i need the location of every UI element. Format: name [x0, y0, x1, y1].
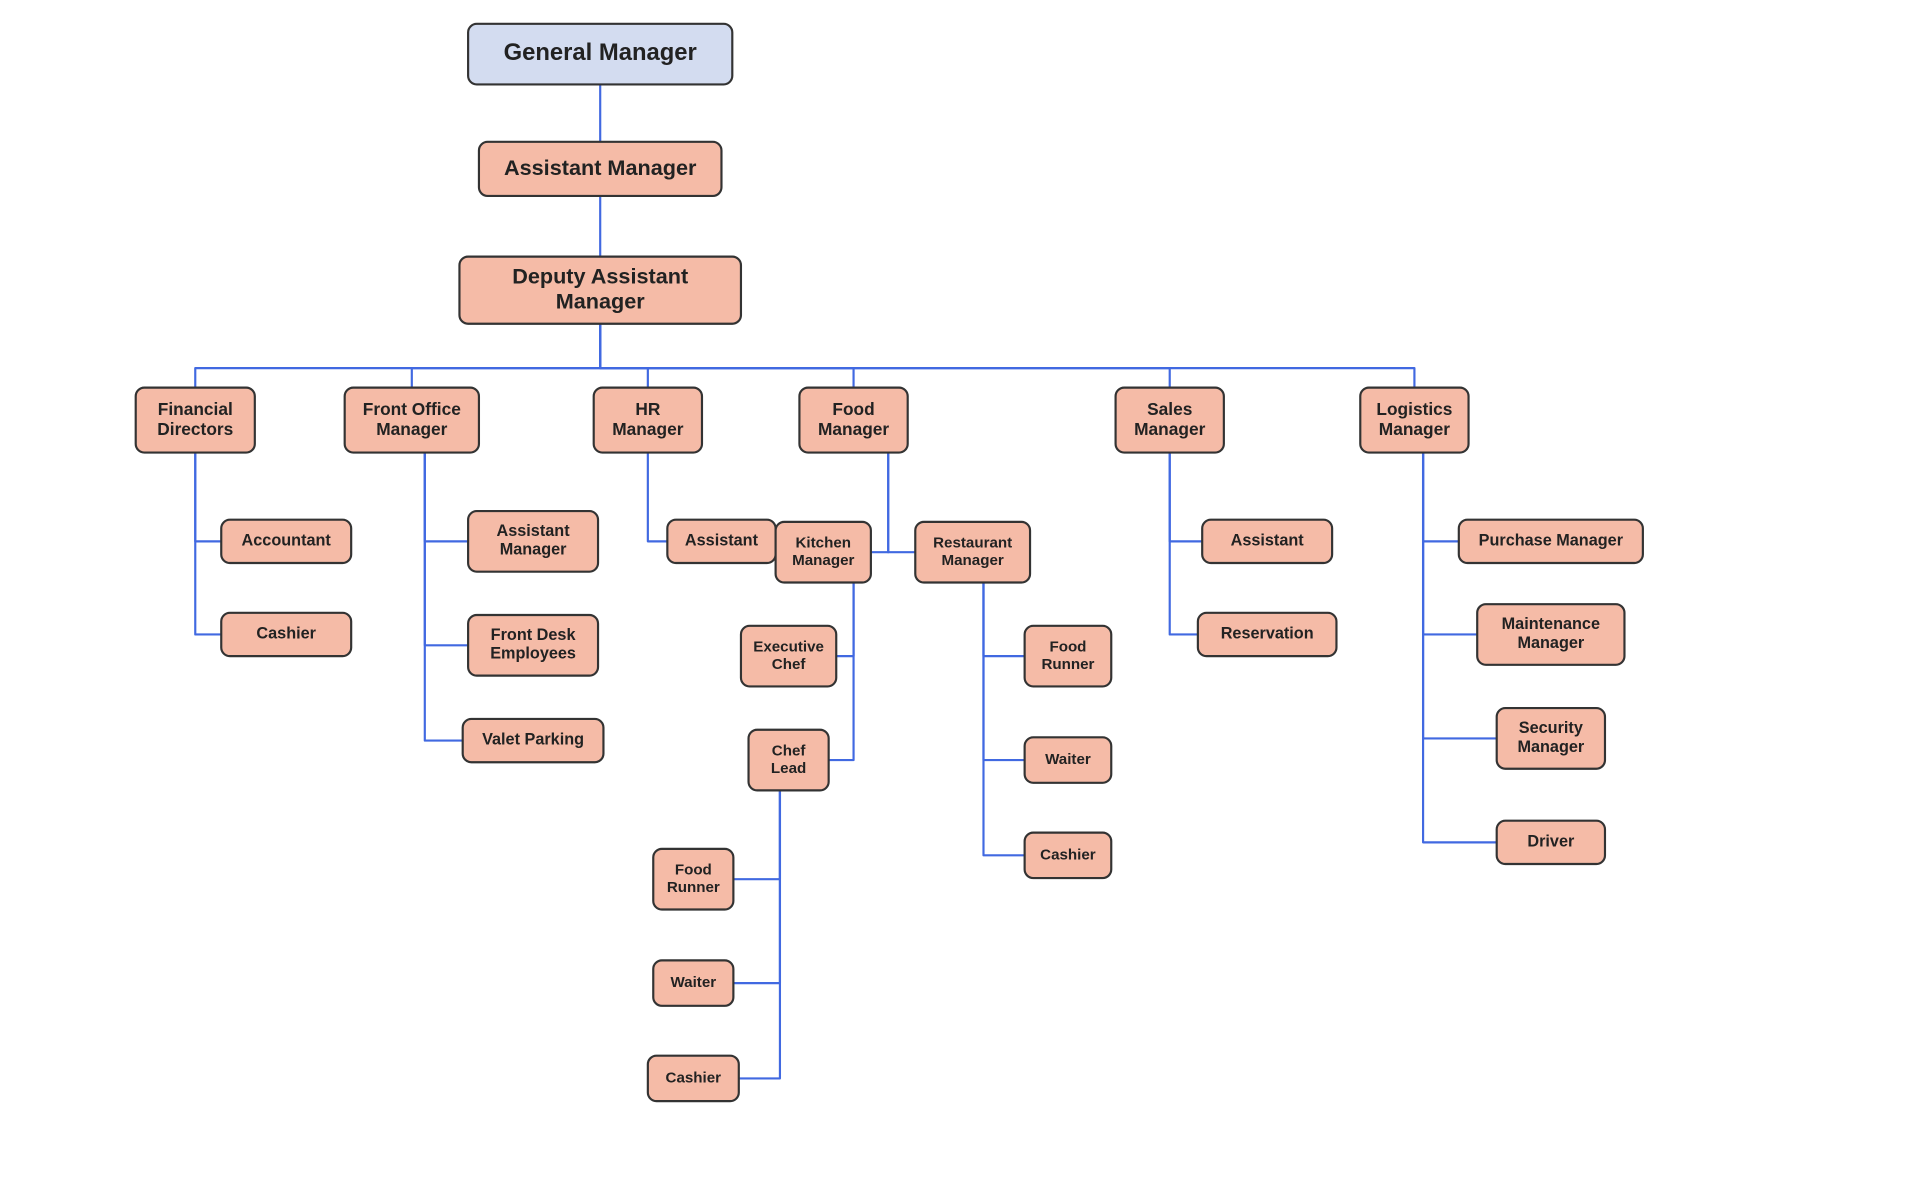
org-node-wtr2: Waiter — [1025, 737, 1112, 782]
org-edge — [648, 453, 667, 542]
org-node-secm: SecurityManager — [1497, 708, 1605, 769]
org-node-cash1: Cashier — [221, 613, 351, 656]
org-node-foodm: FoodManager — [799, 388, 907, 453]
org-node-rm: RestaurantManager — [915, 522, 1030, 583]
node-label: Assistant — [1231, 532, 1305, 550]
org-node-gm: General Manager — [468, 24, 732, 85]
org-edge — [425, 453, 468, 646]
node-label: Front DeskEmployees — [490, 626, 576, 663]
node-label: Purchase Manager — [1479, 532, 1624, 550]
node-label: KitchenManager — [792, 534, 854, 568]
org-node-pm: Purchase Manager — [1459, 520, 1643, 563]
org-edge — [600, 324, 1170, 388]
org-node-am: Assistant Manager — [479, 142, 722, 196]
org-node-dam: Deputy AssistantManager — [459, 257, 741, 324]
node-label: AssistantManager — [497, 522, 571, 559]
org-node-cash2: Cashier — [648, 1056, 739, 1101]
org-edge — [733, 790, 780, 983]
org-node-fr1: FoodRunner — [653, 849, 733, 910]
org-edge — [1170, 453, 1198, 635]
org-node-hrm: HRManager — [594, 388, 702, 453]
org-edge — [871, 453, 888, 553]
node-label: Assistant — [685, 532, 759, 550]
org-edge — [195, 324, 600, 388]
org-chart: General Manager Assistant Manager Deputy A… — [0, 0, 1928, 1191]
node-label: Front OfficeManager — [363, 399, 461, 439]
org-node-cl: ChefLead — [749, 730, 829, 791]
org-edge — [888, 453, 915, 553]
org-edge — [983, 583, 1024, 657]
node-label: FinancialDirectors — [157, 399, 233, 439]
org-edge — [425, 453, 463, 741]
org-edge — [1423, 453, 1459, 542]
node-label: RestaurantManager — [933, 534, 1012, 568]
org-node-ec: ExecutiveChef — [741, 626, 836, 687]
org-edge — [733, 790, 780, 879]
node-label: Waiter — [1045, 751, 1091, 768]
node-label: Reservation — [1221, 625, 1314, 643]
node-label: LogisticsManager — [1376, 399, 1452, 439]
node-label: Driver — [1527, 833, 1575, 851]
nodes-layer: General Manager Assistant Manager Deputy A… — [136, 24, 1643, 1101]
node-label: Accountant — [242, 532, 332, 550]
org-node-res: Reservation — [1198, 613, 1337, 656]
org-node-mm: MaintenanceManager — [1477, 604, 1624, 665]
org-node-hrass: Assistant — [667, 520, 775, 563]
org-edge — [983, 583, 1024, 856]
node-label: Valet Parking — [482, 731, 584, 749]
org-edge — [600, 324, 648, 388]
org-node-sass: Assistant — [1202, 520, 1332, 563]
node-label: Cashier — [1040, 846, 1096, 863]
org-node-fom: Front OfficeManager — [345, 388, 479, 453]
org-edge — [412, 324, 600, 388]
org-edge — [425, 453, 468, 542]
node-label: Cashier — [666, 1069, 722, 1086]
node-label: Assistant Manager — [504, 155, 697, 180]
org-node-cash3: Cashier — [1025, 833, 1112, 878]
org-node-vp: Valet Parking — [463, 719, 604, 762]
node-label: Cashier — [256, 625, 316, 643]
org-node-km: KitchenManager — [776, 522, 871, 583]
node-label: General Manager — [504, 39, 697, 66]
org-edge — [600, 324, 853, 388]
org-edge — [836, 583, 853, 657]
org-edge — [1170, 453, 1202, 542]
org-node-drv: Driver — [1497, 821, 1605, 864]
node-label: SecurityManager — [1517, 719, 1584, 756]
org-node-am2: AssistantManager — [468, 511, 598, 572]
org-edge — [983, 583, 1024, 761]
node-label: ChefLead — [771, 742, 806, 776]
org-node-fr2: FoodRunner — [1025, 626, 1112, 687]
org-edge — [739, 790, 780, 1078]
org-node-fde: Front DeskEmployees — [468, 615, 598, 676]
org-edge — [1423, 453, 1497, 739]
node-label: Waiter — [670, 974, 716, 991]
org-node-logm: LogisticsManager — [1360, 388, 1468, 453]
org-node-wtr1: Waiter — [653, 960, 733, 1005]
org-edge — [195, 453, 221, 635]
org-node-fd: FinancialDirectors — [136, 388, 255, 453]
org-edge — [600, 324, 1414, 388]
org-node-salesm: SalesManager — [1116, 388, 1224, 453]
org-node-acc: Accountant — [221, 520, 351, 563]
org-edge — [195, 453, 221, 542]
